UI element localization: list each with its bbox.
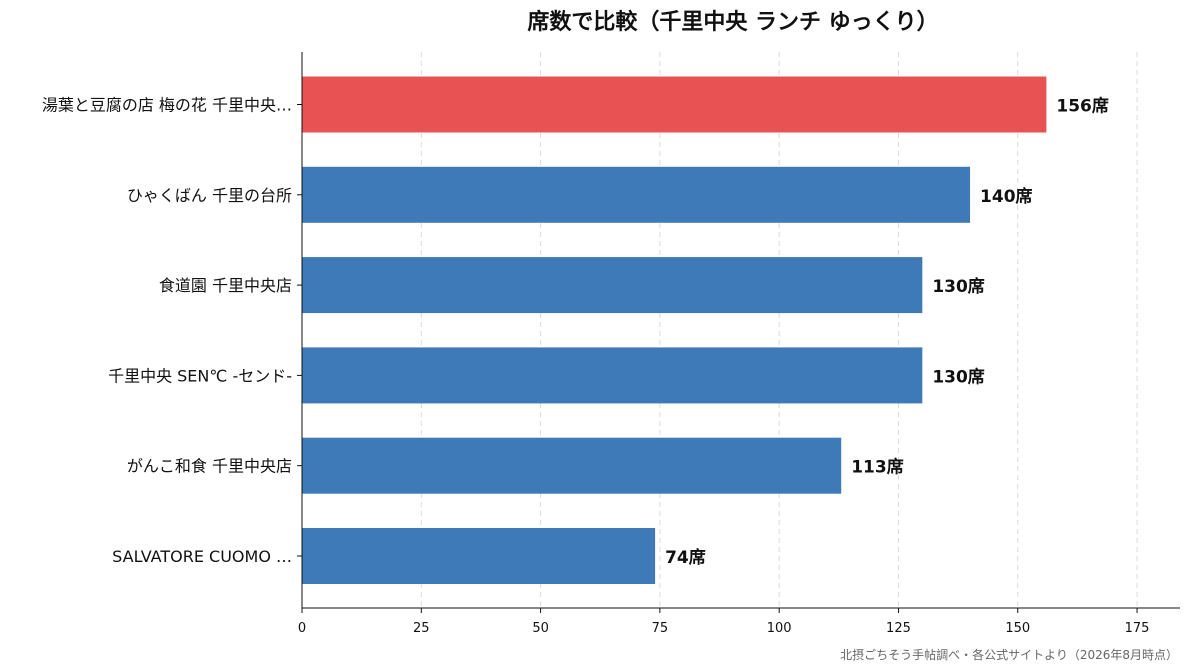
bar (302, 257, 923, 314)
data-label: 140席 (980, 186, 1033, 207)
data-label: 130席 (932, 276, 985, 297)
x-tick-label: 100 (767, 621, 792, 636)
data-label: 113席 (851, 457, 904, 478)
category-label: 食道園 千里中央店 (159, 276, 292, 295)
x-tick-label: 175 (1125, 621, 1150, 636)
bar (302, 347, 923, 404)
x-tick-label: 75 (652, 621, 669, 636)
bar (302, 166, 971, 223)
category-label: がんこ和食 千里中央店 (127, 457, 292, 476)
axes (297, 52, 1180, 613)
x-tick-label: 150 (1005, 621, 1030, 636)
bar (302, 76, 1047, 133)
category-label: 千里中央 SEN℃ -センド- (108, 366, 292, 385)
category-label: ひゃくばん 千里の台所 (127, 186, 292, 205)
x-tick-label: 25 (413, 621, 430, 636)
bars (302, 76, 1047, 584)
x-tick-label: 0 (298, 621, 306, 636)
grid-lines (420, 52, 1138, 608)
bar (302, 528, 656, 584)
category-label: SALVATORE CUOMO … (112, 547, 292, 566)
chart-title: 席数で比較（千里中央 ランチ ゆっくり） (527, 9, 938, 35)
category-label: 湯葉と豆腐の店 梅の花 千里中央… (42, 96, 292, 115)
data-label: 74席 (665, 547, 706, 568)
data-label: 156席 (1056, 96, 1109, 117)
labels: 0 25 50 75 100 125 150 175 湯葉と豆腐の店 梅の花 千里中央… 156席… (42, 96, 1150, 637)
data-label: 130席 (932, 366, 985, 387)
source-note: 北摂ごちそう手帖調べ・各公式サイトより（2026年8月時点） (840, 647, 1178, 662)
x-tick-label: 125 (886, 621, 911, 636)
x-tick-label: 50 (532, 621, 549, 636)
bar (302, 437, 842, 494)
